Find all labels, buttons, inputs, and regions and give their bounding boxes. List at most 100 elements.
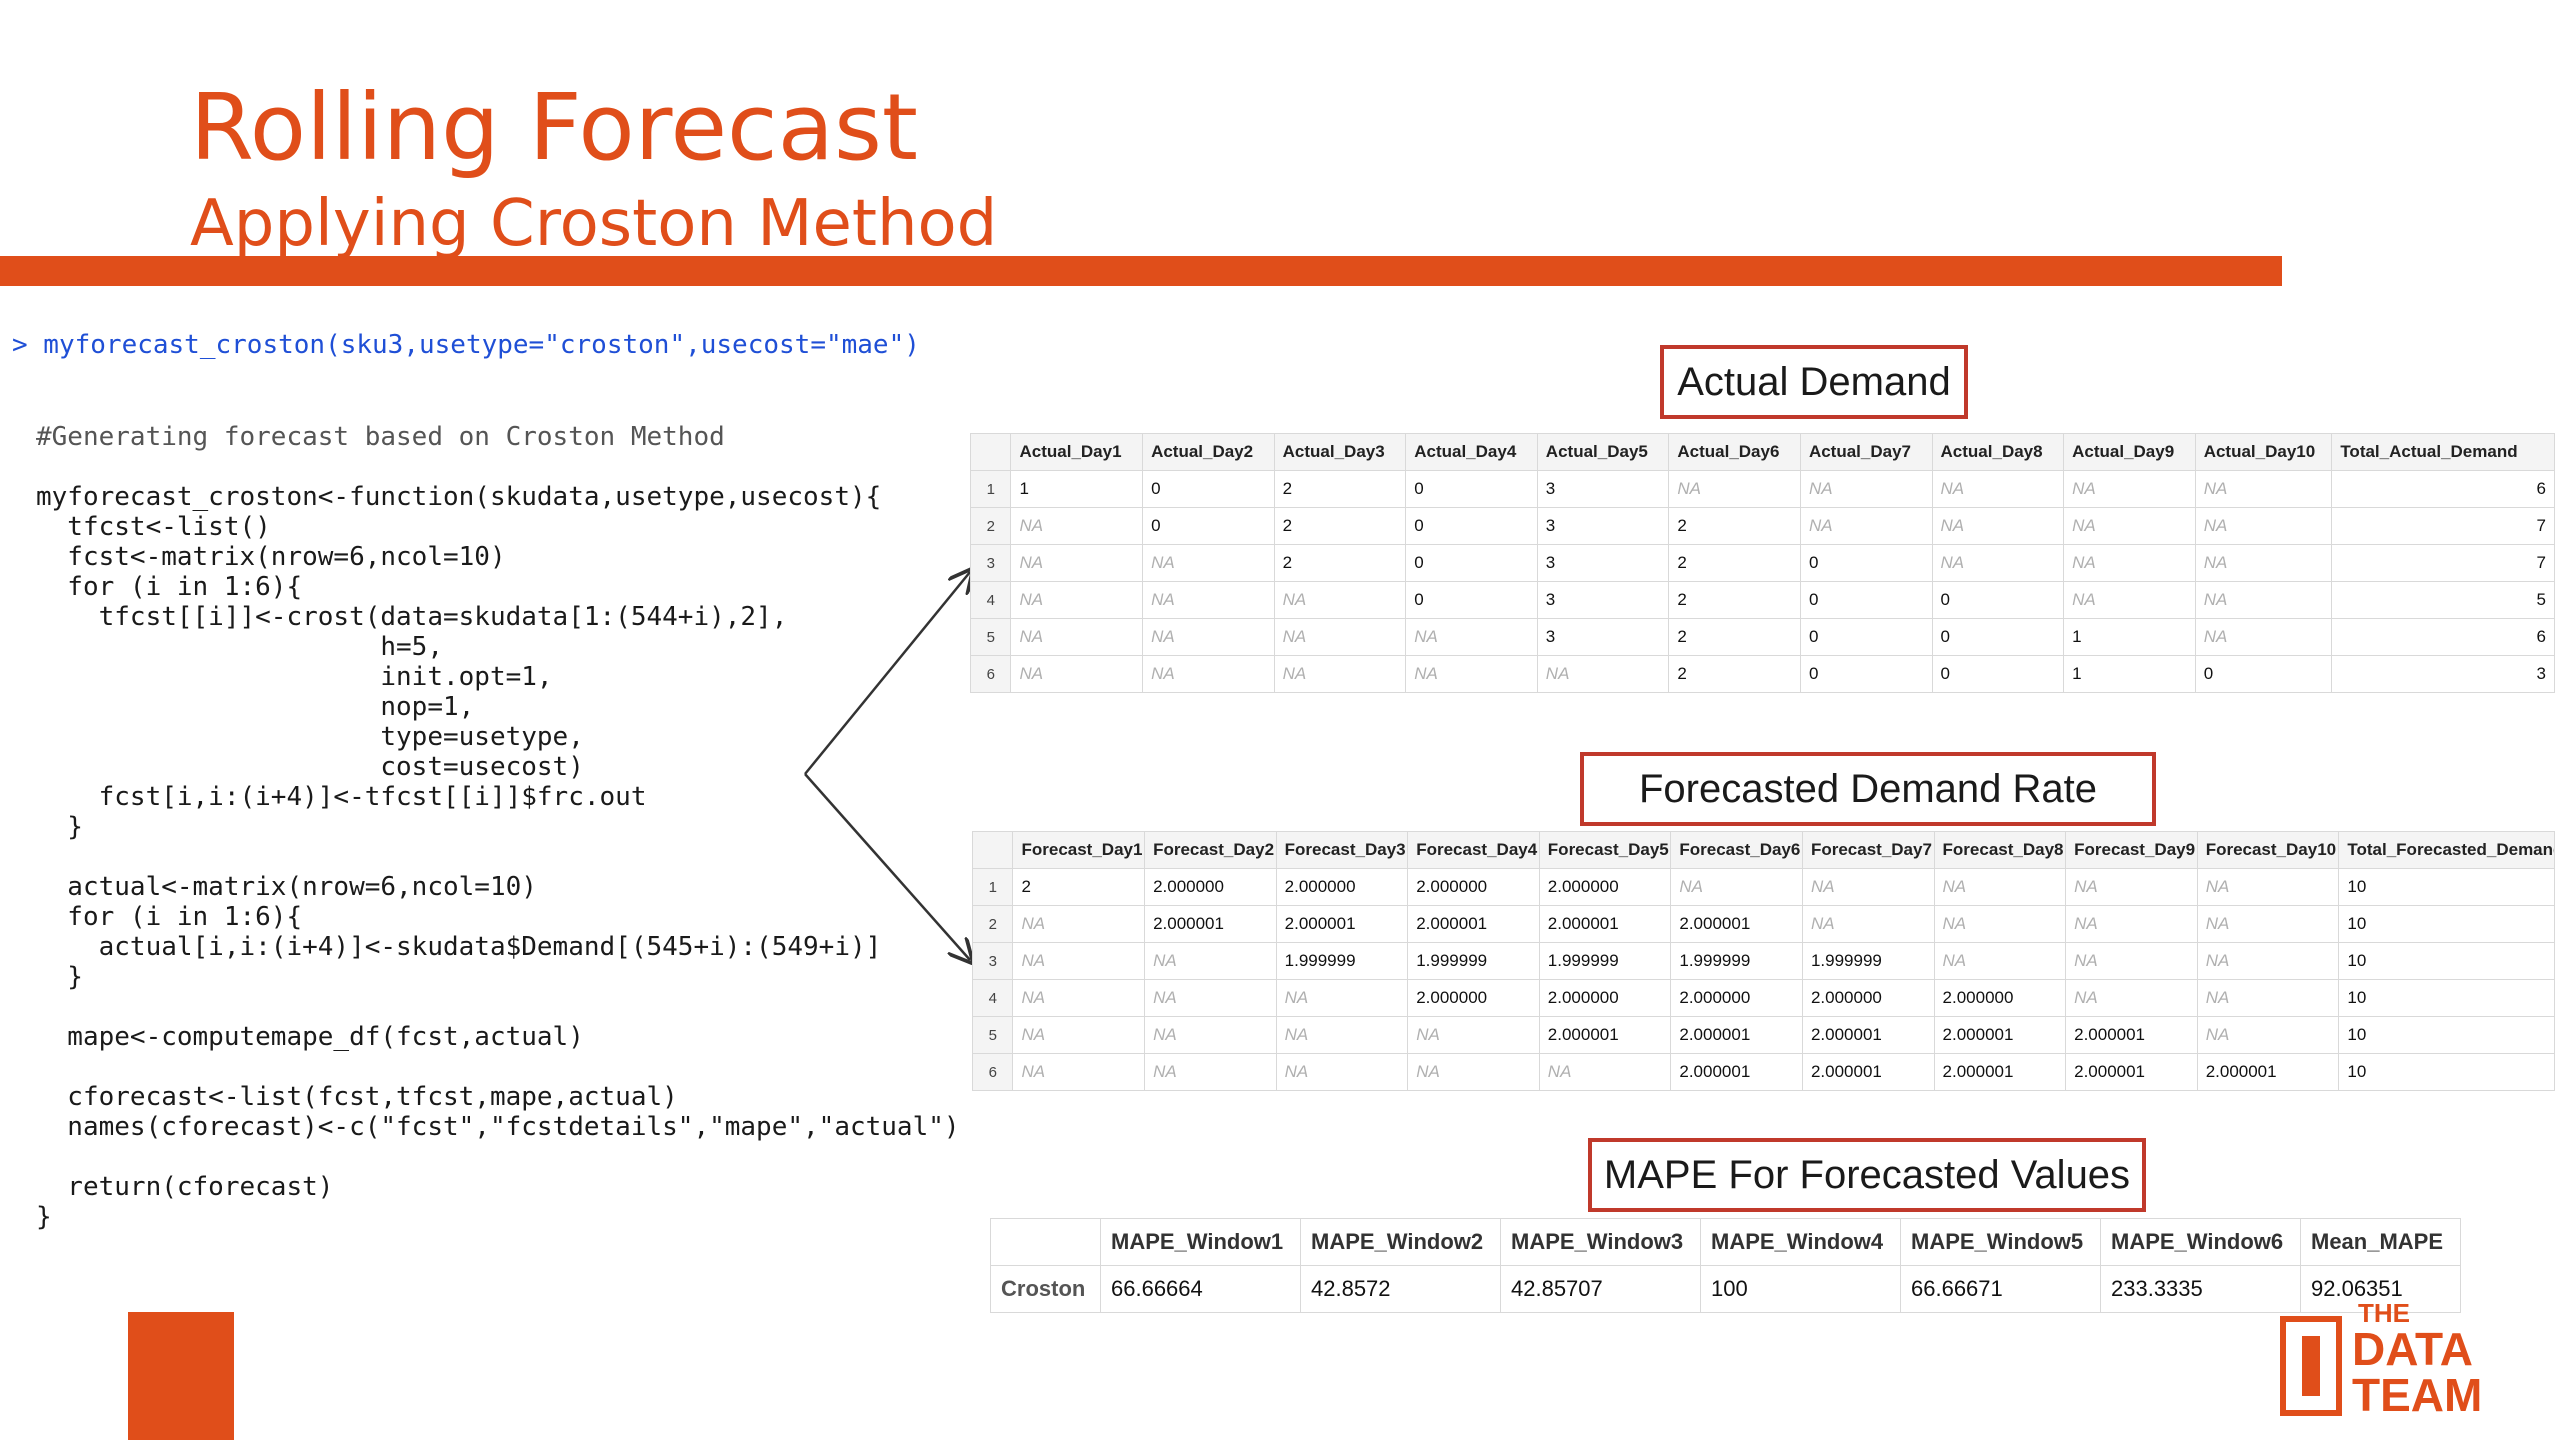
column-header: MAPE_Window1 — [1100, 1218, 1301, 1266]
table-cell: NA — [1931, 470, 2065, 508]
column-header: Actual_Day3 — [1273, 433, 1407, 471]
column-header: Actual_Day4 — [1405, 433, 1538, 471]
table-cell: NA — [2063, 470, 2196, 508]
row-index: 2 — [971, 905, 1014, 943]
row-index: 1 — [969, 470, 1012, 508]
table-cell: NA — [1275, 979, 1409, 1017]
column-header: Actual_Day2 — [1142, 433, 1275, 471]
column-header: Forecast_Day3 — [1275, 831, 1409, 869]
table-cell: 0 — [1405, 581, 1538, 619]
actual-demand-table: Actual_Day1 Actual_Day2 Actual_Day3 Actual_… — [969, 433, 2555, 693]
table-cell: NA — [1010, 507, 1144, 545]
table-cell: NA — [2063, 581, 2196, 619]
table-cell: NA — [1142, 618, 1275, 656]
table-cell: 0 — [1799, 581, 1933, 619]
row-index: 6 — [969, 655, 1012, 693]
table-cell: 0 — [1405, 507, 1538, 545]
table-cell: 100 — [1700, 1265, 1901, 1313]
table-cell: 2.000000 — [1275, 868, 1409, 906]
table-cell: 1 — [2063, 655, 2196, 693]
mape-table: MAPE_Window1 MAPE_Window2 MAPE_Window3 MAPE… — [990, 1218, 2461, 1313]
total-cell: 5 — [2331, 581, 2555, 619]
column-header: Actual_Day1 — [1010, 433, 1144, 471]
table-cell: 66.66664 — [1100, 1265, 1301, 1313]
table-cell: NA — [1144, 942, 1277, 980]
table-cell: NA — [2194, 470, 2333, 508]
table-cell: 1.999999 — [1801, 942, 1935, 980]
row-index: 4 — [971, 979, 1014, 1017]
table-cell: 0 — [1799, 618, 1933, 656]
table-row: 2 NA 0 2 0 3 2 NA NA NA NA 7 — [969, 507, 2555, 545]
table-cell: NA — [2194, 618, 2333, 656]
table-cell: NA — [1405, 655, 1538, 693]
slide-subtitle: Applying Croston Method — [190, 187, 998, 261]
table-cell: NA — [1538, 1053, 1672, 1091]
column-header: Forecast_Day5 — [1538, 831, 1672, 869]
row-index: 2 — [969, 507, 1012, 545]
logo-mark-icon — [2280, 1316, 2342, 1416]
code-line: cost=usecost) — [36, 752, 584, 782]
table-cell: 0 — [1799, 544, 1933, 582]
total-cell: 3 — [2331, 655, 2555, 693]
table-cell: NA — [1010, 655, 1144, 693]
table-cell: 3 — [1536, 581, 1670, 619]
code-line: init.opt=1, — [36, 662, 553, 692]
table-cell: NA — [1931, 544, 2065, 582]
table-cell: NA — [1275, 1016, 1409, 1054]
column-header: Forecast_Day2 — [1144, 831, 1277, 869]
title-underline-band — [0, 256, 2282, 286]
column-header: Forecast_Day4 — [1407, 831, 1540, 869]
table-cell: NA — [1668, 470, 1801, 508]
column-header: Forecast_Day8 — [1933, 831, 2067, 869]
table-cell: 1 — [1010, 470, 1144, 508]
row-name: Croston — [990, 1265, 1101, 1313]
table-row: 3 NA NA 2 0 3 2 0 NA NA NA 7 — [969, 544, 2555, 582]
table-cell: 2 — [1273, 544, 1407, 582]
table-cell: NA — [1010, 544, 1144, 582]
table-cell: 1.999999 — [1670, 942, 1803, 980]
column-header: Actual_Day5 — [1536, 433, 1670, 471]
total-cell: 6 — [2331, 470, 2555, 508]
table-cell: 1.999999 — [1538, 942, 1672, 980]
row-name-header — [990, 1218, 1101, 1266]
table-row: 3 NA NA 1.999999 1.999999 1.999999 1.999999 1.9… — [971, 942, 2555, 980]
table-cell: NA — [1010, 581, 1144, 619]
table-row: 1 1 0 2 0 3 NA NA NA NA NA 6 — [969, 470, 2555, 508]
forecasted-demand-table: Forecast_Day1 Forecast_Day2 Forecast_Day3 F… — [971, 831, 2555, 1091]
row-index: 1 — [971, 868, 1014, 906]
code-line: tfcst[[i]]<-crost(data=skudata[1:(544+i)… — [36, 602, 788, 632]
table-cell: 2.000001 — [1670, 1016, 1803, 1054]
table-cell: 2.000001 — [1538, 1016, 1672, 1054]
code-line-comment: #Generating forecast based on Croston Me… — [36, 422, 725, 452]
table-cell: 2.000000 — [1407, 868, 1540, 906]
table-cell: NA — [1012, 1053, 1146, 1091]
code-line: } — [36, 962, 83, 992]
table-cell: NA — [2194, 581, 2333, 619]
code-line: names(cforecast)<-c("fcst","fcstdetails"… — [36, 1112, 960, 1142]
the-data-team-logo: THE DATA TEAM — [2280, 1298, 2490, 1418]
logo-text-the: THE — [2358, 1298, 2410, 1328]
table-cell: NA — [2196, 868, 2340, 906]
row-index: 3 — [971, 942, 1014, 980]
table-cell: 0 — [1799, 655, 1933, 693]
table-header-row: Forecast_Day1 Forecast_Day2 Forecast_Day3 F… — [971, 831, 2555, 869]
table-cell: NA — [2196, 942, 2340, 980]
table-cell: NA — [2194, 544, 2333, 582]
row-index-header — [971, 831, 1014, 869]
table-cell: 92.06351 — [2300, 1265, 2461, 1313]
table-row: 6 NA NA NA NA NA 2 0 0 1 0 3 — [969, 655, 2555, 693]
total-cell: 10 — [2338, 942, 2555, 980]
table-cell: 1.999999 — [1407, 942, 1540, 980]
table-cell: NA — [2194, 507, 2333, 545]
table-cell: NA — [1142, 581, 1275, 619]
table-cell: NA — [1142, 655, 1275, 693]
table-cell: NA — [1144, 1016, 1277, 1054]
column-header: Total_Actual_Demand — [2331, 433, 2555, 471]
table-cell: 2 — [1668, 544, 1801, 582]
total-cell: 10 — [2338, 979, 2555, 1017]
table-cell: 0 — [1931, 618, 2065, 656]
table-cell: 2.000001 — [1801, 1053, 1935, 1091]
code-line: h=5, — [36, 632, 443, 662]
mape-label: MAPE For Forecasted Values — [1588, 1138, 2146, 1212]
table-cell: NA — [1536, 655, 1670, 693]
